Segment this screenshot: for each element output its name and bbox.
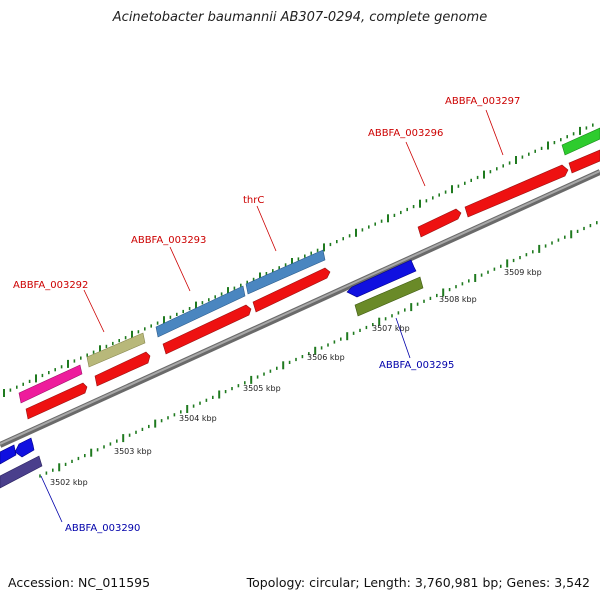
gene-feature	[162, 304, 252, 355]
kbp-label: 3507 kbp	[372, 324, 410, 333]
gene-label: ABBFA_003290	[65, 523, 140, 534]
kbp-label: 3502 kbp	[50, 478, 88, 487]
reverse-genes	[0, 259, 424, 489]
gene-labels: ABBFA_003297 ABBFA_003296 thrC ABBFA_003…	[13, 96, 520, 534]
genome-backbone	[0, 169, 600, 448]
leader-line	[83, 289, 105, 333]
kbp-label: 3508 kbp	[439, 295, 477, 304]
gene-feature	[0, 455, 43, 489]
forward-cog-genes	[18, 127, 600, 404]
gene-label: thrC	[243, 195, 264, 206]
gene-feature	[14, 437, 35, 458]
leader-lines	[40, 109, 504, 523]
gene-feature	[417, 208, 462, 238]
gene-feature	[86, 332, 146, 368]
tick-row-lower	[39, 221, 598, 478]
kbp-label: 3503 kbp	[114, 447, 152, 456]
accession-text: Accession: NC_011595	[8, 575, 151, 590]
kbp-label: 3504 kbp	[179, 414, 217, 423]
genome-summary-text: Topology: circular; Length: 3,760,981 bp…	[246, 575, 590, 590]
gene-feature	[25, 382, 88, 420]
gene-feature	[245, 249, 326, 295]
gene-feature	[561, 127, 600, 156]
leader-line	[256, 205, 277, 252]
gene-feature	[18, 364, 83, 404]
gene-feature	[568, 149, 600, 174]
kbp-label: 3506 kbp	[307, 353, 345, 362]
map-title: Acinetobacter baumannii AB307-0294, comp…	[112, 10, 488, 25]
leader-line	[395, 317, 411, 359]
gene-label: ABBFA_003292	[13, 280, 88, 291]
gene-feature	[94, 351, 151, 387]
gene-label: ABBFA_003293	[131, 235, 206, 246]
gene-feature	[464, 164, 569, 218]
gene-feature	[0, 444, 17, 465]
kbp-label: 3509 kbp	[504, 268, 542, 277]
kbp-label-group: 3502 kbp 3503 kbp 3504 kbp 3505 kbp 3506…	[50, 268, 542, 487]
gene-label: ABBFA_003295	[379, 360, 454, 371]
gene-feature	[155, 285, 246, 338]
gene-feature	[346, 259, 417, 298]
gene-label: ABBFA_003296	[368, 128, 443, 139]
leader-line	[169, 246, 191, 292]
gene-feature	[354, 276, 424, 317]
gene-label: ABBFA_003297	[445, 96, 520, 107]
leader-line	[40, 475, 63, 523]
gene-feature	[252, 267, 331, 313]
leader-line	[405, 141, 426, 187]
forward-cds-genes	[25, 149, 600, 420]
kbp-label: 3505 kbp	[243, 384, 281, 393]
tick-row-upper	[3, 123, 594, 397]
leader-line	[485, 109, 504, 156]
